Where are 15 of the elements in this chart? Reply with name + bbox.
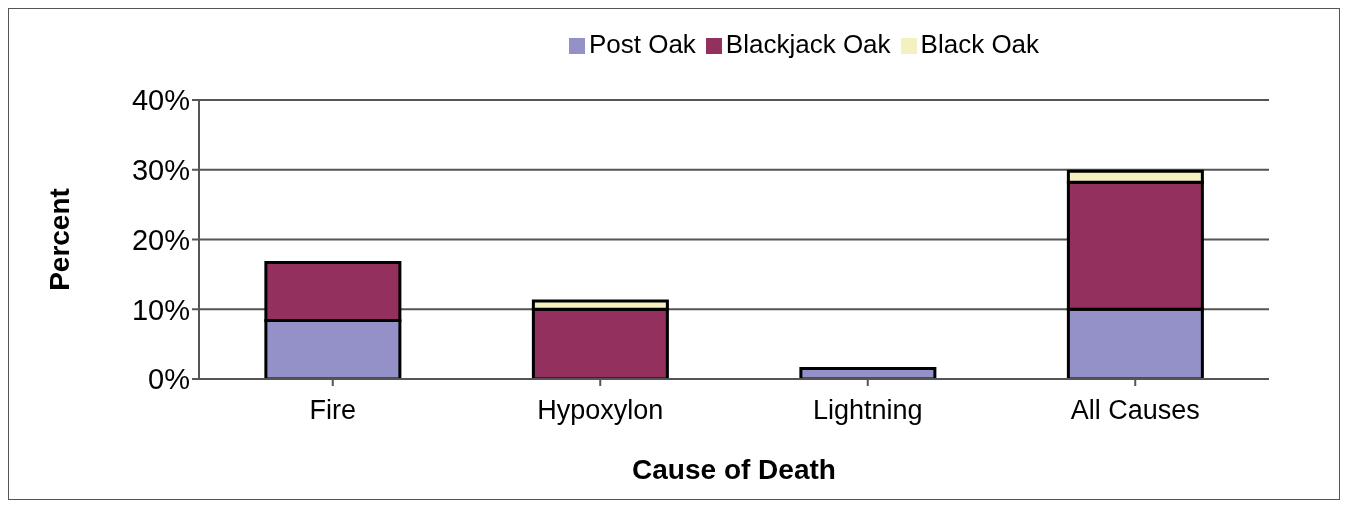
x-tick-label: Lightning — [812, 395, 923, 426]
x-tick-label: Fire — [309, 395, 356, 426]
bar — [799, 367, 937, 379]
x-tick-label: Hypoxylon — [537, 395, 664, 426]
y-tick-label: 0% — [148, 363, 190, 396]
x-axis-title: Cause of Death — [632, 454, 836, 485]
x-tick-label: All Causes — [1070, 395, 1200, 426]
y-tick-label: 40% — [131, 84, 190, 117]
y-tick-label: 10% — [131, 293, 190, 326]
legend-label: Post Oak — [588, 29, 696, 59]
y-axis-title: Percent — [43, 188, 75, 291]
y-tick-label: 20% — [131, 223, 190, 256]
y-tick-label: 30% — [131, 154, 190, 187]
legend-label: Black Oak — [920, 29, 1040, 59]
legend-label: Blackjack Oak — [725, 29, 891, 59]
